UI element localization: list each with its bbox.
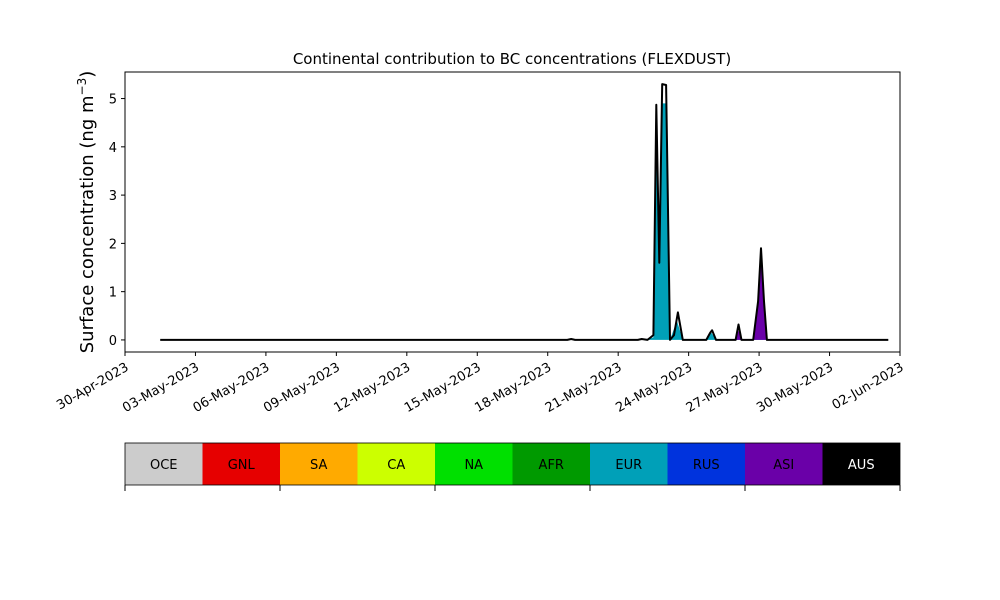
y-tick-label: 4 (109, 141, 117, 156)
legend-swatch-oce (125, 443, 203, 485)
x-tick-label: 21-May-2023 (543, 360, 625, 416)
legend-label-afr: AFR (539, 458, 564, 473)
legend-swatch-ca (357, 443, 435, 485)
x-tick-label: 24-May-2023 (613, 360, 695, 416)
legend-label-eur: EUR (615, 458, 642, 473)
legend-swatch-gnl (202, 443, 280, 485)
x-tick-label: 27-May-2023 (684, 360, 766, 416)
x-tick-label: 06-May-2023 (191, 360, 273, 416)
legend-swatch-eur (590, 443, 668, 485)
legend-swatch-rus (667, 443, 745, 485)
legend-swatch-afr (512, 443, 590, 485)
y-tick-label: 1 (109, 286, 117, 301)
x-tick-label: 12-May-2023 (332, 360, 414, 416)
legend-label-asi: ASI (773, 458, 794, 473)
legend-colorbar: OCE GNL SA CA NA AFR EUR RUS ASI AUS (124, 442, 901, 491)
x-tick-label: 02-Jun-2023 (830, 360, 907, 413)
chart-title: Continental contribution to BC concentra… (293, 50, 731, 68)
plot-frame (124, 71, 901, 353)
x-tick-label: 09-May-2023 (261, 360, 343, 416)
legend-swatch-na (435, 443, 513, 485)
series-layer (160, 83, 889, 341)
legend-label-na: NA (464, 458, 483, 473)
legend-swatch-sa (280, 443, 358, 485)
legend-label-rus: RUS (693, 458, 720, 473)
axes: 01234530-Apr-202303-May-202306-May-20230… (54, 71, 907, 416)
y-tick-label: 0 (109, 334, 117, 349)
total-concentration-line (160, 83, 889, 341)
x-tick-label: 03-May-2023 (120, 360, 202, 416)
legend-label-sa: SA (310, 458, 327, 473)
legend-label-aus: AUS (848, 458, 875, 473)
legend-label-oce: OCE (150, 458, 178, 473)
y-tick-label: 3 (109, 189, 117, 204)
x-tick-label: 30-Apr-2023 (54, 360, 131, 413)
legend-frame (124, 442, 901, 486)
legend-swatch-asi (745, 443, 823, 485)
y-tick-label: 5 (109, 93, 117, 108)
series-area-asi (735, 255, 767, 340)
x-tick-label: 18-May-2023 (472, 360, 554, 416)
x-tick-label: 15-May-2023 (402, 360, 484, 416)
y-axis-label: Surface concentration (ng m−3) (75, 71, 98, 354)
y-tick-label: 2 (109, 237, 117, 252)
legend-label-ca: CA (387, 458, 405, 473)
legend-swatch-aus (822, 443, 900, 485)
legend-label-gnl: GNL (228, 458, 256, 473)
x-tick-label: 30-May-2023 (754, 360, 836, 416)
